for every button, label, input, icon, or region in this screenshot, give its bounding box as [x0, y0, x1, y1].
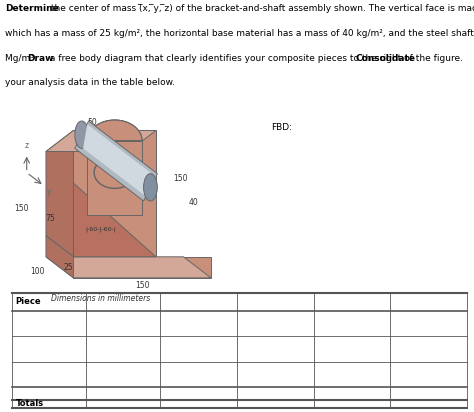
Text: the center of mass (̅x, ̅y, ̅z) of the bracket-and-shaft assembly shown. The ver: the center of mass (̅x, ̅y, ̅z) of the b…: [48, 4, 474, 13]
Text: your analysis data in the table below.: your analysis data in the table below.: [5, 78, 175, 87]
Text: 50: 50: [88, 117, 98, 126]
Text: Totals: Totals: [16, 399, 44, 408]
Ellipse shape: [144, 173, 157, 201]
Text: |-60-|-60-|: |-60-|-60-|: [85, 227, 117, 232]
Text: z: z: [25, 141, 29, 150]
Polygon shape: [73, 183, 156, 257]
Text: 75: 75: [45, 214, 55, 223]
Polygon shape: [46, 257, 211, 278]
Text: 40: 40: [189, 198, 199, 206]
Text: 150: 150: [135, 281, 149, 290]
Text: a free body diagram that clearly identifies your composite pieces to the right o: a free body diagram that clearly identif…: [47, 54, 466, 63]
Polygon shape: [73, 257, 211, 278]
Polygon shape: [46, 131, 156, 152]
Text: Determine: Determine: [5, 4, 58, 13]
Text: 150: 150: [173, 174, 188, 183]
Text: Consolidate: Consolidate: [355, 54, 415, 63]
Text: which has a mass of 25 kg/m², the horizontal base material has a mass of 40 kg/m: which has a mass of 25 kg/m², the horizo…: [5, 29, 474, 38]
Polygon shape: [46, 131, 73, 257]
Text: 150: 150: [14, 204, 28, 213]
Polygon shape: [46, 236, 73, 278]
Text: FBD:: FBD:: [271, 123, 292, 132]
Polygon shape: [87, 120, 142, 141]
Polygon shape: [73, 131, 156, 257]
Text: 100: 100: [30, 267, 45, 276]
Polygon shape: [83, 124, 156, 201]
Text: Draw: Draw: [27, 54, 54, 63]
Polygon shape: [87, 141, 142, 215]
Polygon shape: [75, 121, 157, 201]
Text: y: y: [47, 187, 51, 196]
Text: Dimensions in millimeters: Dimensions in millimeters: [51, 295, 151, 303]
Text: 25: 25: [63, 263, 73, 272]
Text: Piece: Piece: [16, 297, 41, 306]
Text: Mg/m³.: Mg/m³.: [5, 54, 39, 63]
Ellipse shape: [75, 121, 89, 148]
